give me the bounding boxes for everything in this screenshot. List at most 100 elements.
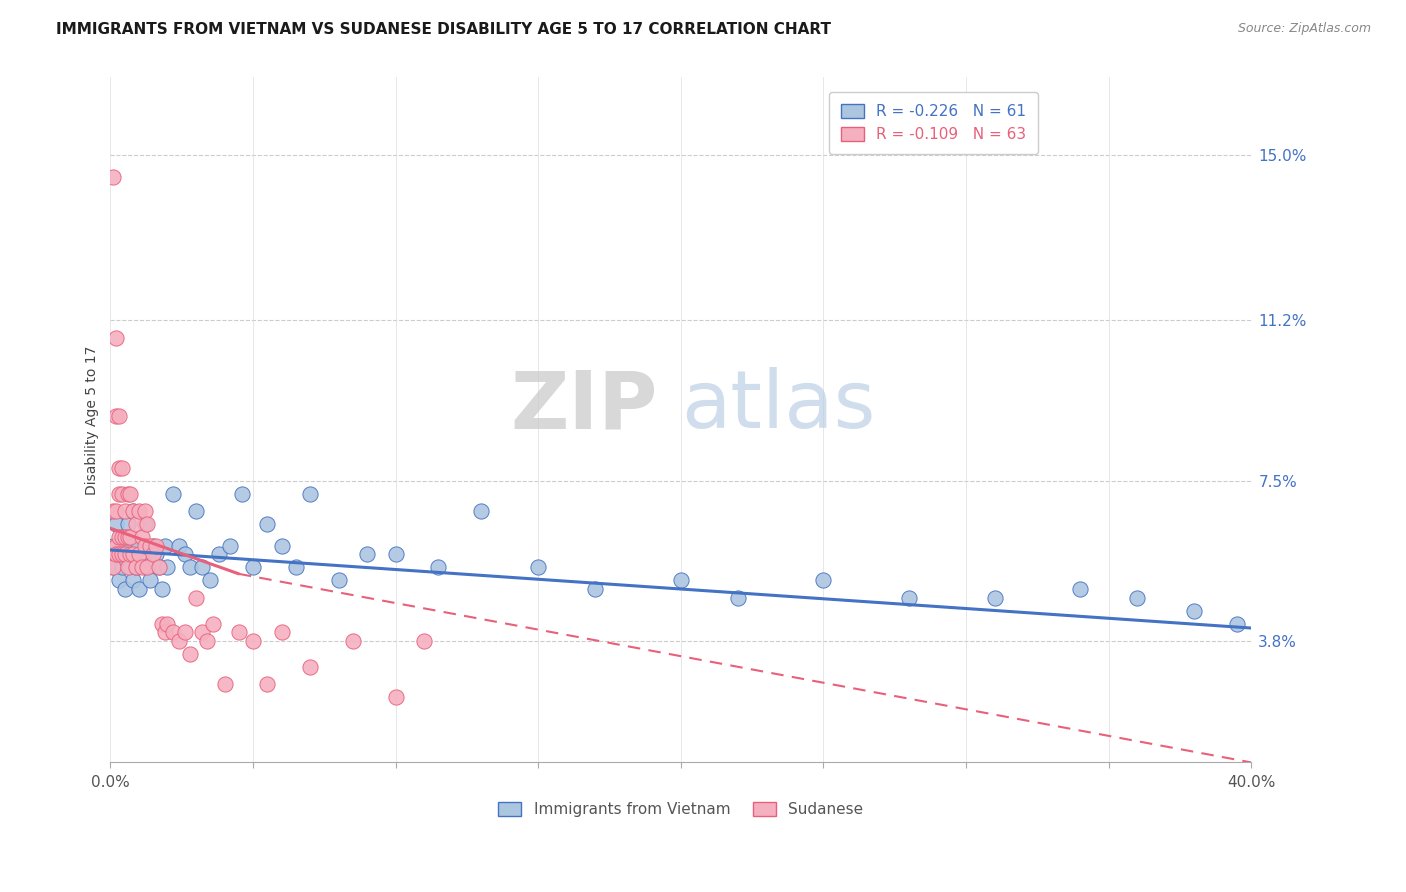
Point (114, 582, 136, 596)
Point (134, 504, 156, 518)
Point (105, 409, 128, 423)
Point (108, 460, 131, 475)
Point (125, 547, 148, 561)
Point (108, 547, 131, 561)
Point (117, 486, 139, 500)
Point (270, 625, 292, 640)
Point (108, 547, 131, 561)
Point (148, 560, 170, 574)
Point (122, 574, 145, 588)
Point (256, 677, 278, 691)
Point (142, 547, 165, 561)
Text: IMMIGRANTS FROM VIETNAM VS SUDANESE DISABILITY AGE 5 TO 17 CORRELATION CHART: IMMIGRANTS FROM VIETNAM VS SUDANESE DISA… (56, 22, 831, 37)
Point (120, 547, 142, 561)
Point (111, 460, 134, 475)
Point (145, 547, 167, 561)
Point (228, 625, 250, 640)
Point (898, 591, 921, 605)
Point (128, 539, 150, 553)
Point (103, 504, 125, 518)
Point (167, 634, 190, 648)
Point (111, 530, 134, 544)
Point (120, 560, 142, 574)
Point (128, 582, 150, 596)
Point (156, 616, 179, 631)
Point (527, 560, 550, 574)
Point (231, 486, 253, 500)
Point (179, 647, 201, 661)
Point (108, 574, 131, 588)
Point (148, 560, 170, 574)
Point (128, 504, 150, 518)
Point (727, 591, 749, 605)
Point (111, 547, 134, 561)
Point (256, 516, 278, 531)
Point (583, 582, 606, 596)
Point (117, 516, 139, 531)
Point (242, 634, 264, 648)
Point (284, 560, 307, 574)
Point (128, 547, 150, 561)
Point (356, 547, 378, 561)
Text: atlas: atlas (681, 368, 876, 445)
Point (105, 330, 128, 344)
Point (214, 677, 236, 691)
Point (122, 504, 145, 518)
Point (173, 625, 195, 640)
Point (120, 486, 142, 500)
Point (384, 690, 406, 705)
Point (150, 582, 173, 596)
Point (134, 516, 156, 531)
Point (156, 560, 179, 574)
Point (103, 170, 125, 185)
Point (114, 504, 136, 518)
Point (328, 574, 350, 588)
Point (117, 560, 139, 574)
Point (134, 539, 156, 553)
Point (103, 547, 125, 561)
Point (184, 504, 207, 518)
Point (108, 530, 131, 544)
Point (114, 547, 136, 561)
Point (983, 591, 1005, 605)
Text: Source: ZipAtlas.com: Source: ZipAtlas.com (1237, 22, 1371, 36)
Point (270, 539, 292, 553)
Point (190, 560, 212, 574)
Point (299, 486, 322, 500)
Point (173, 547, 195, 561)
Y-axis label: Disability Age 5 to 17: Disability Age 5 to 17 (86, 345, 100, 495)
Point (200, 574, 222, 588)
Point (131, 530, 153, 544)
Point (105, 547, 128, 561)
Point (122, 547, 145, 561)
Point (120, 539, 142, 553)
Point (190, 625, 212, 640)
Point (125, 560, 148, 574)
Point (162, 625, 184, 640)
Point (1182, 604, 1205, 618)
Point (105, 539, 128, 553)
Point (117, 530, 139, 544)
Point (413, 634, 436, 648)
Point (136, 560, 159, 574)
Point (427, 560, 450, 574)
Point (162, 486, 184, 500)
Point (153, 539, 176, 553)
Point (208, 547, 231, 561)
Point (105, 516, 128, 531)
Point (197, 634, 219, 648)
Point (150, 616, 173, 631)
Point (105, 504, 128, 518)
Point (153, 625, 176, 640)
Point (114, 547, 136, 561)
Point (122, 504, 145, 518)
Point (105, 547, 128, 561)
Point (142, 539, 165, 553)
Point (242, 560, 264, 574)
Point (125, 516, 148, 531)
Point (103, 560, 125, 574)
Point (1226, 616, 1249, 631)
Point (136, 560, 159, 574)
Point (1126, 591, 1149, 605)
Point (103, 560, 125, 574)
